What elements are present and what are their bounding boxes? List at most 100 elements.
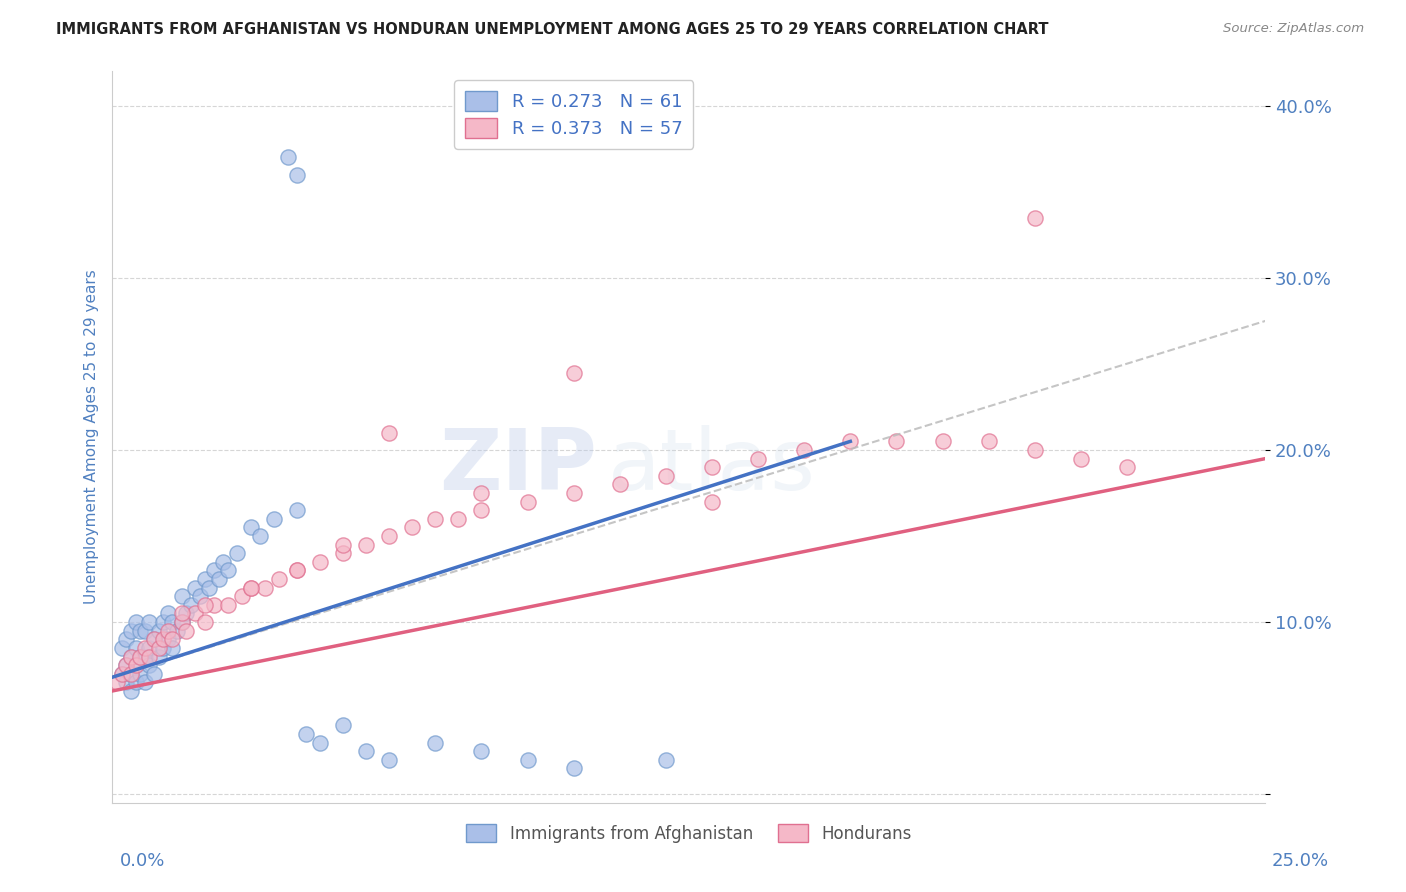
Point: [148, 649, 170, 664]
Point: [166, 624, 188, 638]
Point: [120, 649, 142, 664]
Point: [239, 520, 262, 534]
Point: [111, 640, 134, 655]
Text: atlas: atlas: [609, 425, 817, 508]
Point: [143, 632, 166, 647]
Point: [1116, 460, 1139, 475]
Point: [115, 675, 138, 690]
Point: [138, 640, 160, 655]
Point: [156, 632, 179, 647]
Point: [354, 744, 377, 758]
Point: [562, 486, 585, 500]
Point: [332, 538, 354, 552]
Point: [309, 555, 332, 569]
Text: Source: ZipAtlas.com: Source: ZipAtlas.com: [1223, 22, 1364, 36]
Point: [138, 649, 160, 664]
Point: [124, 640, 146, 655]
Point: [239, 581, 262, 595]
Legend: Immigrants from Afghanistan, Hondurans: Immigrants from Afghanistan, Hondurans: [460, 817, 918, 849]
Point: [253, 581, 276, 595]
Point: [148, 640, 170, 655]
Point: [180, 598, 202, 612]
Point: [747, 451, 769, 466]
Point: [447, 512, 470, 526]
Point: [1070, 451, 1092, 466]
Point: [174, 607, 197, 621]
Point: [152, 640, 174, 655]
Point: [1024, 442, 1046, 457]
Point: [332, 718, 354, 732]
Point: [285, 168, 308, 182]
Point: [115, 658, 138, 673]
Point: [263, 512, 285, 526]
Point: [184, 581, 207, 595]
Point: [793, 442, 815, 457]
Text: 25.0%: 25.0%: [1271, 852, 1329, 870]
Point: [198, 581, 221, 595]
Point: [231, 589, 253, 603]
Point: [931, 434, 953, 449]
Point: [425, 735, 447, 749]
Point: [134, 649, 156, 664]
Text: 0.0%: 0.0%: [120, 852, 165, 870]
Point: [124, 615, 146, 629]
Point: [162, 632, 184, 647]
Point: [239, 581, 262, 595]
Point: [977, 434, 1000, 449]
Point: [277, 150, 299, 164]
Point: [120, 666, 142, 681]
Point: [194, 572, 217, 586]
Point: [655, 753, 678, 767]
Point: [134, 624, 156, 638]
Point: [700, 460, 723, 475]
Point: [138, 658, 160, 673]
Point: [129, 649, 152, 664]
Point: [170, 615, 193, 629]
Point: [115, 632, 138, 647]
Point: [152, 615, 174, 629]
Point: [332, 546, 354, 560]
Point: [839, 434, 862, 449]
Point: [148, 624, 170, 638]
Point: [129, 649, 152, 664]
Point: [378, 529, 401, 543]
Point: [111, 666, 134, 681]
Point: [143, 666, 166, 681]
Point: [202, 564, 225, 578]
Point: [700, 494, 723, 508]
Point: [309, 735, 332, 749]
Point: [207, 572, 229, 586]
Point: [267, 572, 290, 586]
Point: [111, 666, 134, 681]
Point: [124, 675, 146, 690]
Point: [295, 727, 318, 741]
Point: [217, 598, 239, 612]
Point: [378, 425, 401, 440]
Point: [470, 486, 492, 500]
Point: [285, 503, 308, 517]
Point: [120, 666, 142, 681]
Point: [562, 366, 585, 380]
Point: [138, 615, 160, 629]
Point: [188, 589, 211, 603]
Point: [285, 564, 308, 578]
Point: [516, 753, 538, 767]
Point: [105, 675, 128, 690]
Point: [470, 503, 492, 517]
Point: [174, 624, 197, 638]
Point: [425, 512, 447, 526]
Point: [194, 598, 217, 612]
Point: [124, 658, 146, 673]
Point: [609, 477, 631, 491]
Point: [143, 632, 166, 647]
Point: [134, 640, 156, 655]
Point: [162, 640, 184, 655]
Point: [285, 564, 308, 578]
Point: [194, 615, 217, 629]
Point: [886, 434, 908, 449]
Text: IMMIGRANTS FROM AFGHANISTAN VS HONDURAN UNEMPLOYMENT AMONG AGES 25 TO 29 YEARS C: IMMIGRANTS FROM AFGHANISTAN VS HONDURAN …: [56, 22, 1049, 37]
Point: [202, 598, 225, 612]
Point: [170, 615, 193, 629]
Point: [516, 494, 538, 508]
Point: [120, 624, 142, 638]
